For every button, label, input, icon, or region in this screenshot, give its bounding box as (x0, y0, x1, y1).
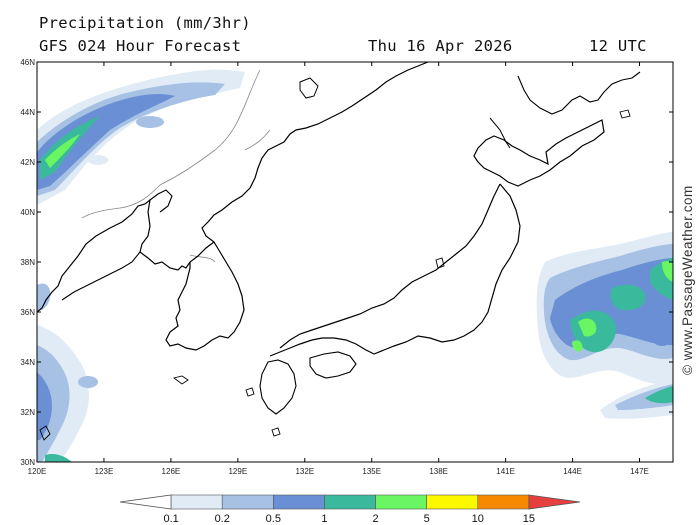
legend-swatch (221, 494, 274, 510)
legend-label: 0.5 (266, 513, 281, 525)
legend-swatch (170, 494, 223, 510)
lat-tick-label: 42N (20, 158, 35, 167)
legend-label: 1 (321, 513, 327, 525)
lon-tick-label: 138E (429, 467, 448, 476)
legend-label: 0.1 (163, 513, 178, 525)
legend-swatch (273, 494, 325, 510)
legend-swatch (528, 494, 581, 510)
legend-label: 2 (372, 513, 378, 525)
lon-tick-label: 135E (362, 467, 381, 476)
map-title: Precipitation (mm/3hr) (39, 14, 251, 32)
forecast-date: Thu 16 Apr 2026 (368, 37, 513, 55)
lat-tick-label: 30N (20, 458, 35, 467)
legend-swatch (119, 494, 172, 510)
lon-tick-label: 123E (95, 467, 114, 476)
precipitation-legend: 0.1 0.2 0.5 1 2 5 10 15 (119, 494, 581, 525)
precipitation-areas (37, 69, 673, 462)
forecast-label: GFS 024 Hour Forecast (39, 37, 242, 55)
legend-swatch (324, 494, 376, 510)
lat-tick-label: 40N (20, 208, 35, 217)
legend-label: 10 (472, 513, 484, 525)
lat-tick-label: 38N (20, 258, 35, 267)
lon-tick-label: 126E (162, 467, 181, 476)
forecast-time: 12 UTC (589, 37, 647, 55)
legend-swatch (477, 494, 530, 510)
legend-label: 15 (523, 513, 535, 525)
lat-tick-label: 44N (20, 108, 35, 117)
axis-ticks: 120E 123E 126E 129E 132E 135E 138E 141E 144E 147E… (20, 58, 673, 476)
lon-tick-label: 120E (28, 467, 47, 476)
lat-tick-label: 34N (20, 358, 35, 367)
legend-label: 5 (424, 513, 430, 525)
lat-tick-label: 32N (20, 408, 35, 417)
lon-tick-label: 144E (563, 467, 582, 476)
coastlines (37, 62, 641, 441)
legend-swatch (426, 494, 479, 510)
lon-tick-label: 129E (228, 467, 247, 476)
lon-tick-label: 132E (295, 467, 314, 476)
legend-swatch (375, 494, 427, 510)
lat-tick-label: 46N (20, 58, 35, 67)
legend-label: 0.2 (215, 513, 230, 525)
lon-tick-label: 141E (496, 467, 515, 476)
lon-tick-label: 147E (630, 467, 649, 476)
watermark: © www.PassageWeather.com (680, 185, 695, 375)
lat-tick-label: 36N (20, 308, 35, 317)
